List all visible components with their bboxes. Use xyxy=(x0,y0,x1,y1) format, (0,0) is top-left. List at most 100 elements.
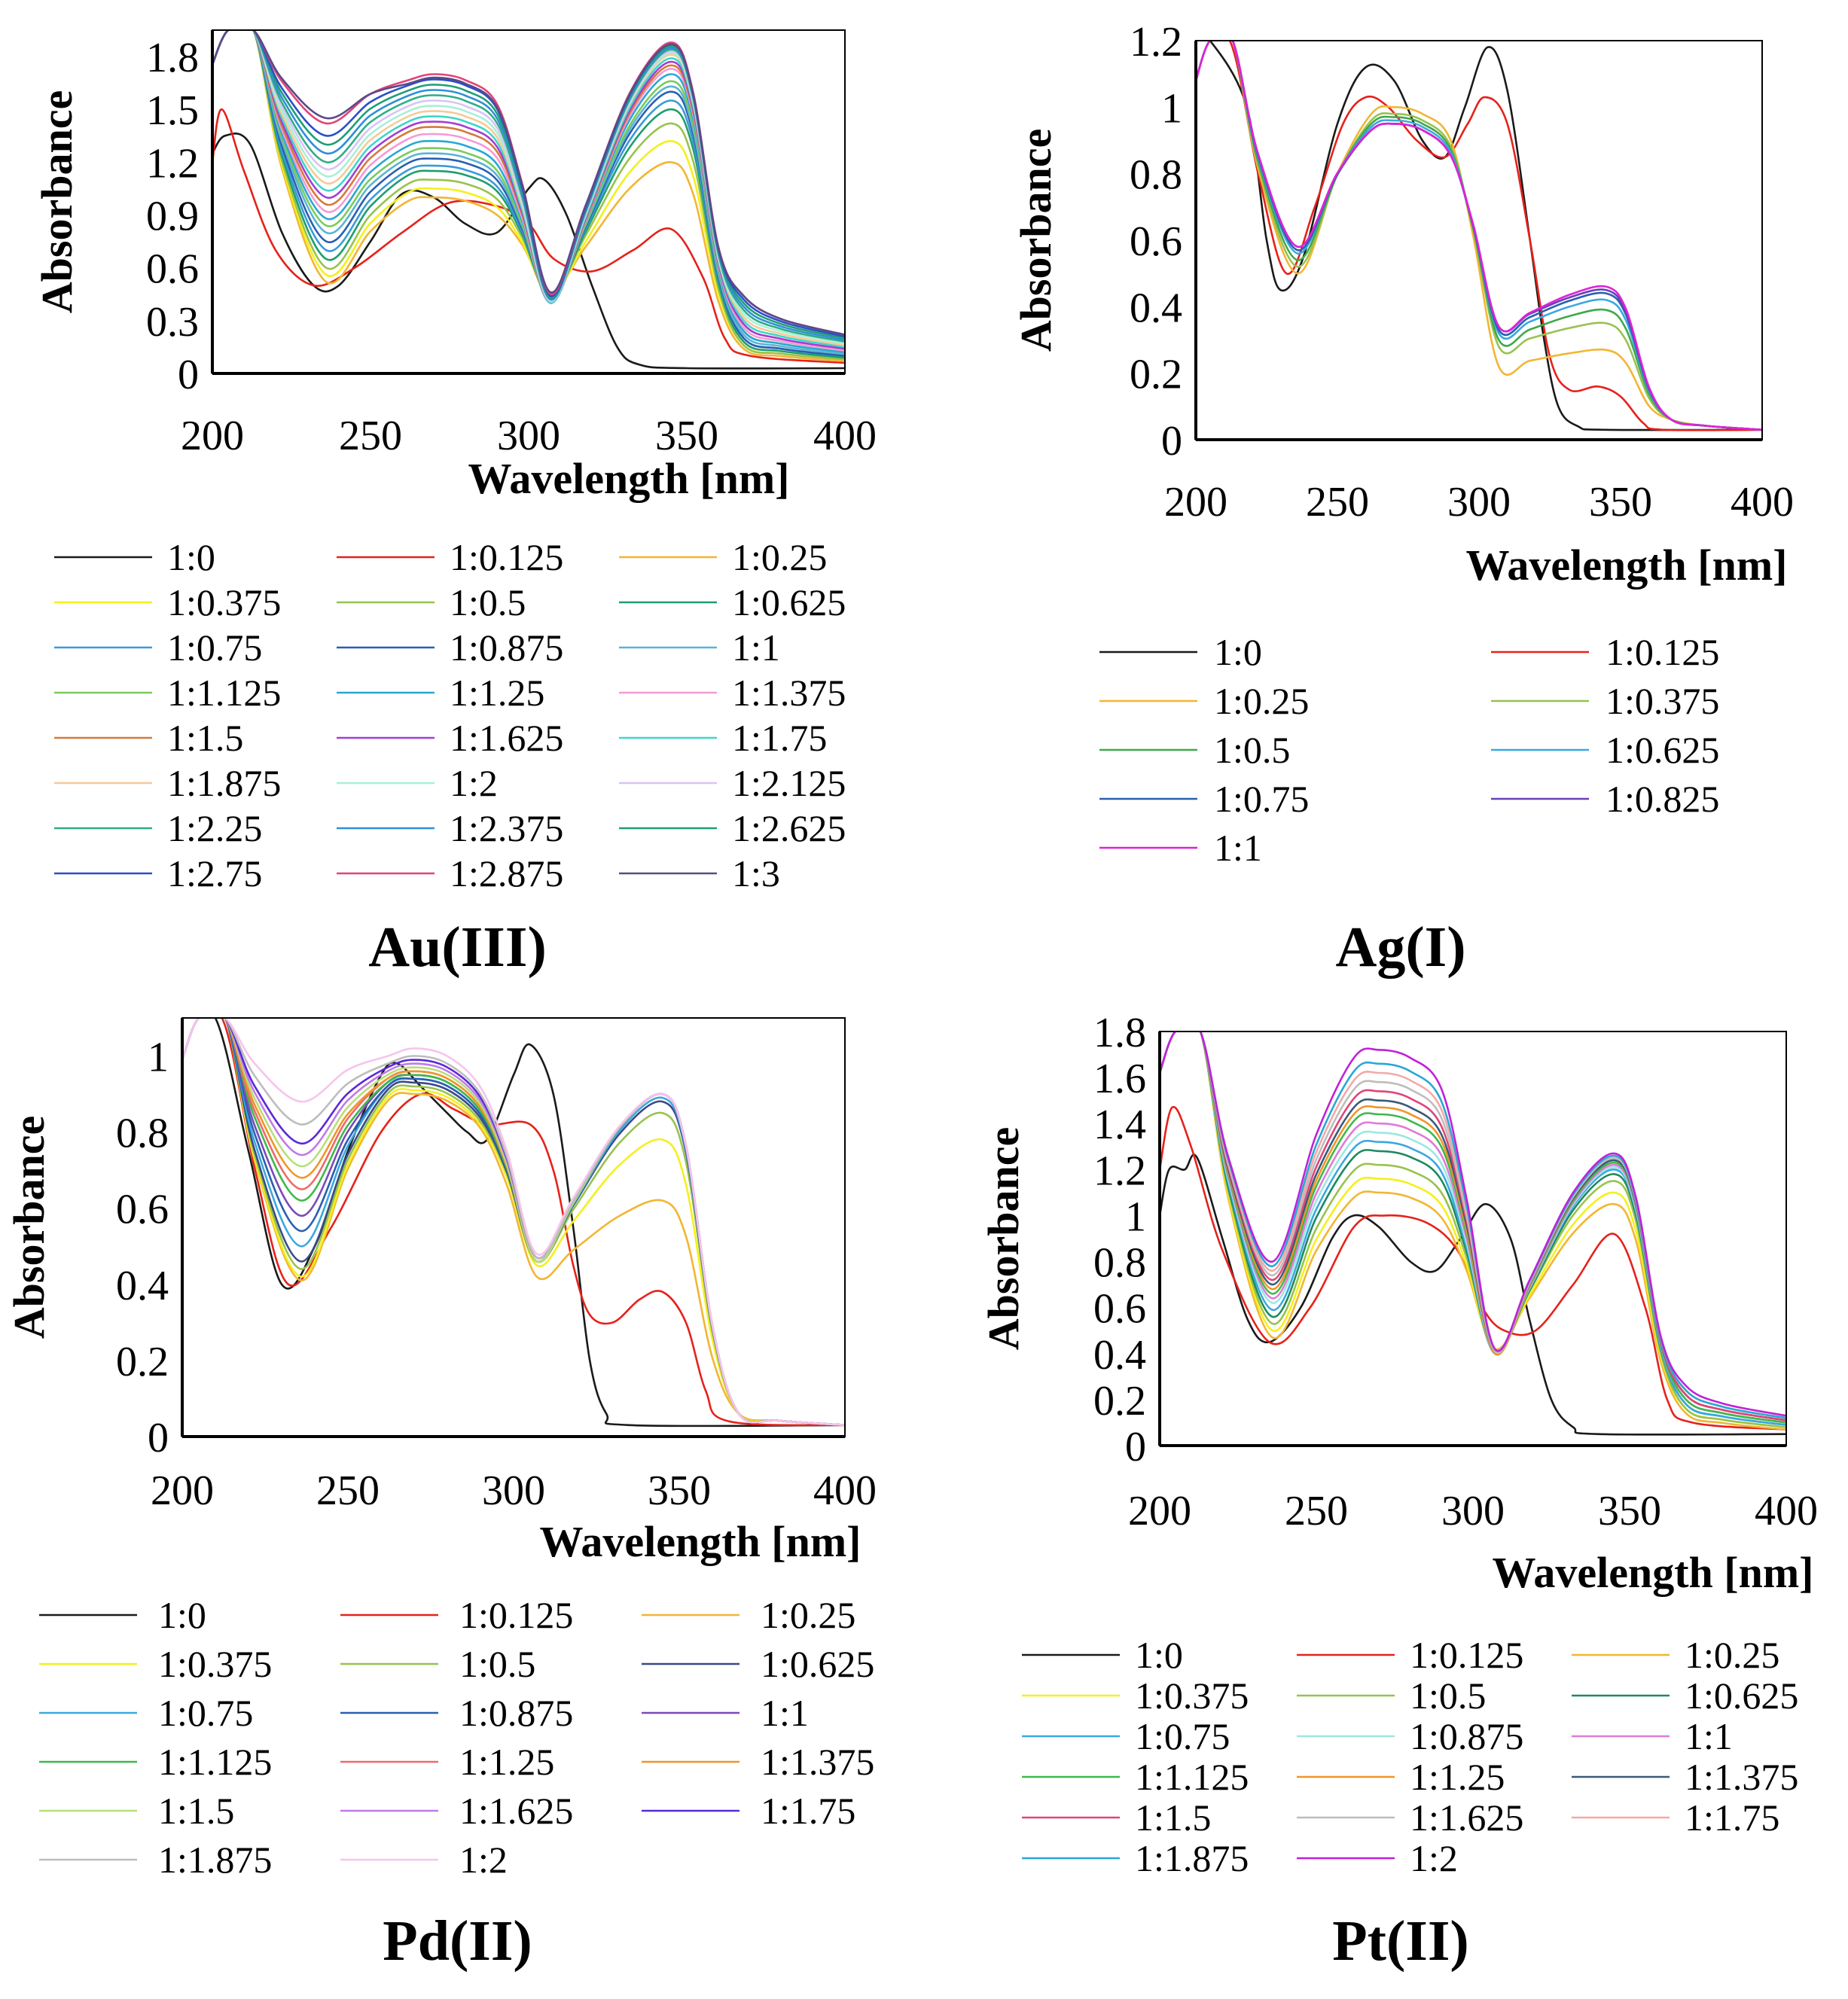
x-axis-label: Wavelength [nm] xyxy=(1466,541,1788,590)
y-tick-label: 0.8 xyxy=(116,1111,169,1157)
legend-label: 1:1 xyxy=(1214,827,1262,869)
y-tick-label: 1.8 xyxy=(146,35,199,81)
legend-label: 1:0.625 xyxy=(1685,1674,1798,1717)
series-line-1-1 xyxy=(1160,1031,1786,1424)
legend-item: 1:1.25 xyxy=(337,672,544,714)
legend-label: 1:1.5 xyxy=(167,717,243,759)
series-line-1-1 xyxy=(1196,41,1762,431)
panel-title-pd: Pd(II) xyxy=(383,1909,532,1973)
series-group xyxy=(1160,1031,1786,1436)
legend-label: 1:1.875 xyxy=(167,762,281,804)
series-line-1-1-5 xyxy=(212,30,845,350)
series-line-1-0 xyxy=(1196,41,1762,431)
legend-label: 1:0.5 xyxy=(450,581,526,623)
x-tick-label: 300 xyxy=(1447,479,1511,526)
legend-item: 1:0 xyxy=(1099,631,1262,673)
legend-item: 1:0.125 xyxy=(1297,1634,1523,1676)
legend-label: 1:0.125 xyxy=(1410,1634,1523,1676)
y-tick-label: 0.6 xyxy=(116,1187,169,1233)
legend-label: 1:0.25 xyxy=(761,1594,855,1636)
legend-item: 1:1.125 xyxy=(39,1741,272,1783)
series-line-1-0-75 xyxy=(182,1018,845,1427)
legend-label: 1:0.375 xyxy=(167,581,281,623)
legend-item: 1:0.625 xyxy=(1572,1674,1798,1717)
legend-label: 1:1.375 xyxy=(761,1741,874,1783)
series-line-1-0-5 xyxy=(212,30,845,361)
series-line-1-1-625 xyxy=(212,30,845,350)
legend-item: 1:1.125 xyxy=(1022,1756,1249,1798)
series-line-1-1-125 xyxy=(182,1018,845,1427)
x-axis-label: Wavelength [nm] xyxy=(1493,1548,1814,1597)
legend-item: 1:0.75 xyxy=(54,626,262,669)
legend-item: 1:1.5 xyxy=(39,1790,234,1832)
series-line-1-1-25 xyxy=(1160,1031,1786,1422)
panel-title-au: Au(III) xyxy=(368,916,547,979)
legend-item: 1:1.625 xyxy=(337,717,563,759)
legend-label: 1:0.875 xyxy=(1410,1715,1523,1757)
y-tick-label: 1 xyxy=(1161,85,1182,132)
legend-item: 1:0.625 xyxy=(1491,729,1719,771)
legend-item: 1:0.625 xyxy=(642,1643,874,1685)
y-tick-label: 0 xyxy=(148,1415,169,1461)
series-line-1-1-375 xyxy=(1160,1031,1786,1422)
legend-label: 1:0.25 xyxy=(1214,680,1309,722)
legend-label: 1:0 xyxy=(1214,631,1262,673)
x-tick-label: 300 xyxy=(482,1467,545,1514)
series-line-1-0-375 xyxy=(212,30,845,361)
y-axis-label: Absorbance xyxy=(5,1116,53,1339)
legend-item: 1:1.5 xyxy=(54,717,243,759)
legend-item: 1:0.875 xyxy=(340,1692,573,1734)
legend-label: 1:0.125 xyxy=(1606,631,1719,673)
legend-item: 1:0.125 xyxy=(1491,631,1719,673)
legend-label: 1:1 xyxy=(732,626,780,669)
x-axis-label: Wavelength [nm] xyxy=(468,454,790,503)
series-line-1-0-125 xyxy=(212,108,845,364)
y-tick-label: 0.6 xyxy=(1093,1286,1146,1333)
y-tick-label: 0.4 xyxy=(1130,285,1182,331)
legend-label: 1:0.5 xyxy=(459,1643,535,1685)
legend-item: 1:2.75 xyxy=(54,852,262,894)
legend-label: 1:1 xyxy=(1685,1715,1733,1757)
y-tick-label: 0 xyxy=(178,352,199,398)
series-line-1-0-25 xyxy=(1196,41,1762,431)
legend-item: 1:1.25 xyxy=(1297,1756,1505,1798)
legend-label: 1:1.125 xyxy=(167,672,281,714)
x-tick-label: 400 xyxy=(1731,479,1794,526)
legend-item: 1:0.75 xyxy=(1099,778,1309,820)
legend: 1:0 1:0.125 1:0.25 1:0.375 1:0.5 1:0.625 1:0.7… xyxy=(54,536,846,894)
legend-item: 1:2.375 xyxy=(337,807,563,849)
legend-item: 1:1.375 xyxy=(1572,1756,1798,1798)
series-line-1-1-5 xyxy=(1160,1031,1786,1422)
series-line-1-3 xyxy=(212,30,845,336)
legend-label: 1:1.625 xyxy=(450,717,563,759)
legend-label: 1:0.75 xyxy=(167,626,262,669)
legend-item: 1:0 xyxy=(54,536,215,578)
legend-item: 1:1.75 xyxy=(642,1790,855,1832)
x-tick-label: 200 xyxy=(151,1467,214,1514)
series-line-1-0-375 xyxy=(1196,41,1762,431)
legend-item: 1:2.125 xyxy=(619,762,846,804)
legend-item: 1:0.875 xyxy=(337,626,563,669)
legend-label: 1:0.875 xyxy=(450,626,563,669)
series-line-1-0 xyxy=(182,1018,845,1428)
legend: 1:0 1:0.125 1:0.25 1:0.375 1:0.5 1:0.625 1:0.7… xyxy=(1099,631,1719,869)
x-axis-label: Wavelength [nm] xyxy=(540,1517,861,1566)
legend-item: 1:0.5 xyxy=(1297,1674,1486,1717)
legend-item: 1:2 xyxy=(340,1839,508,1881)
legend-label: 1:0.75 xyxy=(1214,778,1309,820)
legend-label: 1:0.75 xyxy=(158,1692,253,1734)
series-line-1-1-25 xyxy=(182,1018,845,1427)
legend-item: 1:1.875 xyxy=(1022,1837,1249,1879)
series-line-1-0 xyxy=(212,133,845,370)
y-axis-label: Absorbance xyxy=(32,90,81,313)
legend-label: 1:0.625 xyxy=(732,581,846,623)
legend-label: 1:1.25 xyxy=(450,672,544,714)
legend-label: 1:2.75 xyxy=(167,852,262,894)
series-line-1-1 xyxy=(182,1018,845,1427)
legend-label: 1:0.125 xyxy=(459,1594,573,1636)
legend-item: 1:0.375 xyxy=(39,1643,272,1685)
legend-label: 1:2.375 xyxy=(450,807,563,849)
legend-label: 1:0.625 xyxy=(761,1643,874,1685)
legend: 1:0 1:0.125 1:0.25 1:0.375 1:0.5 1:0.625 1:0.7… xyxy=(39,1594,874,1881)
